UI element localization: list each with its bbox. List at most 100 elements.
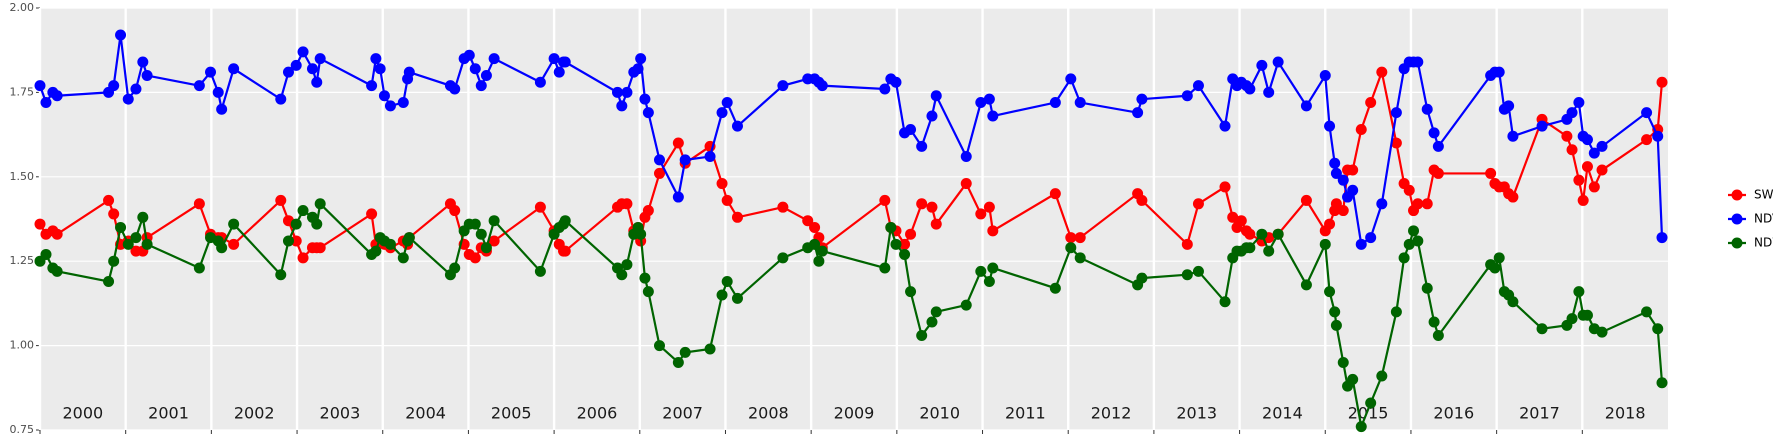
data-point (290, 235, 302, 247)
data-point (1641, 107, 1653, 119)
data-point (122, 93, 134, 105)
data-point (108, 80, 120, 92)
data-point (212, 86, 224, 98)
data-point (370, 245, 382, 257)
y-tick-label: 1.75 (10, 85, 35, 98)
data-point (987, 262, 999, 274)
y-tick-label: 1.50 (10, 170, 35, 183)
data-point (1192, 80, 1204, 92)
data-point (311, 76, 323, 88)
data-point (469, 252, 481, 264)
data-point (1049, 188, 1061, 200)
data-point (1566, 144, 1578, 156)
data-point (930, 218, 942, 230)
data-point (403, 66, 415, 78)
data-point (34, 80, 46, 92)
data-point (1244, 83, 1256, 95)
data-point (1049, 282, 1061, 294)
data-point (534, 76, 546, 88)
data-point (297, 205, 309, 217)
data-point (679, 154, 691, 166)
data-point (1074, 97, 1086, 109)
x-tick-label: 2008 (748, 404, 789, 423)
data-point (1300, 100, 1312, 112)
data-point (1428, 316, 1440, 328)
y-tick-label: 0.75 (10, 423, 35, 436)
data-point (1536, 120, 1548, 132)
legend-label: NDVI (1754, 212, 1773, 226)
data-point (716, 289, 728, 301)
data-point (731, 292, 743, 304)
data-point (1074, 232, 1086, 244)
data-point (1337, 174, 1349, 186)
data-point (374, 63, 386, 75)
data-point (1376, 370, 1388, 382)
data-point (653, 167, 665, 179)
legend-key (1731, 189, 1743, 201)
data-point (1390, 137, 1402, 149)
data-point (137, 56, 149, 68)
data-point (463, 49, 475, 61)
data-point (905, 124, 917, 136)
data-point (879, 83, 891, 95)
data-point (1132, 107, 1144, 119)
data-point (397, 252, 409, 264)
y-tick-label: 1.25 (10, 254, 35, 267)
data-point (475, 80, 487, 92)
data-point (51, 228, 63, 240)
data-point (34, 218, 46, 230)
data-point (297, 252, 309, 264)
x-tick-label: 2001 (148, 404, 189, 423)
data-point (1376, 66, 1388, 78)
data-point (282, 235, 294, 247)
data-point (1181, 269, 1193, 281)
data-point (777, 201, 789, 213)
data-point (731, 211, 743, 223)
x-tick-label: 2004 (405, 404, 446, 423)
y-tick-label: 1.00 (10, 339, 35, 352)
data-point (384, 238, 396, 250)
data-point (1324, 218, 1336, 230)
data-point (488, 235, 500, 247)
data-point (103, 194, 115, 206)
data-point (879, 194, 891, 206)
data-point (1355, 238, 1367, 250)
data-point (1136, 93, 1148, 105)
data-point (1421, 198, 1433, 210)
data-point (1227, 211, 1239, 223)
data-point (635, 53, 647, 65)
data-point (1337, 205, 1349, 217)
data-point (987, 225, 999, 237)
data-point (1573, 286, 1585, 298)
data-point (1390, 107, 1402, 119)
x-tick-label: 2016 (1433, 404, 1474, 423)
data-point (228, 218, 240, 230)
data-point (1347, 184, 1359, 196)
legend-key (1731, 237, 1743, 249)
data-point (1596, 326, 1608, 338)
data-point (1577, 194, 1589, 206)
data-point (141, 238, 153, 250)
data-point (813, 255, 825, 267)
data-point (983, 93, 995, 105)
data-point (1390, 306, 1402, 318)
data-point (975, 97, 987, 109)
data-point (1244, 242, 1256, 254)
data-point (1244, 228, 1256, 240)
data-point (403, 232, 415, 244)
x-tick-label: 2006 (577, 404, 618, 423)
data-point (1329, 306, 1341, 318)
data-point (1347, 164, 1359, 176)
data-point (639, 93, 651, 105)
data-point (51, 265, 63, 277)
data-point (1319, 70, 1331, 82)
data-point (1507, 296, 1519, 308)
data-point (816, 245, 828, 257)
data-point (449, 262, 461, 274)
x-tick-label: 2007 (662, 404, 703, 423)
data-point (1300, 279, 1312, 291)
data-point (653, 154, 665, 166)
data-point (704, 151, 716, 163)
data-point (480, 242, 492, 254)
